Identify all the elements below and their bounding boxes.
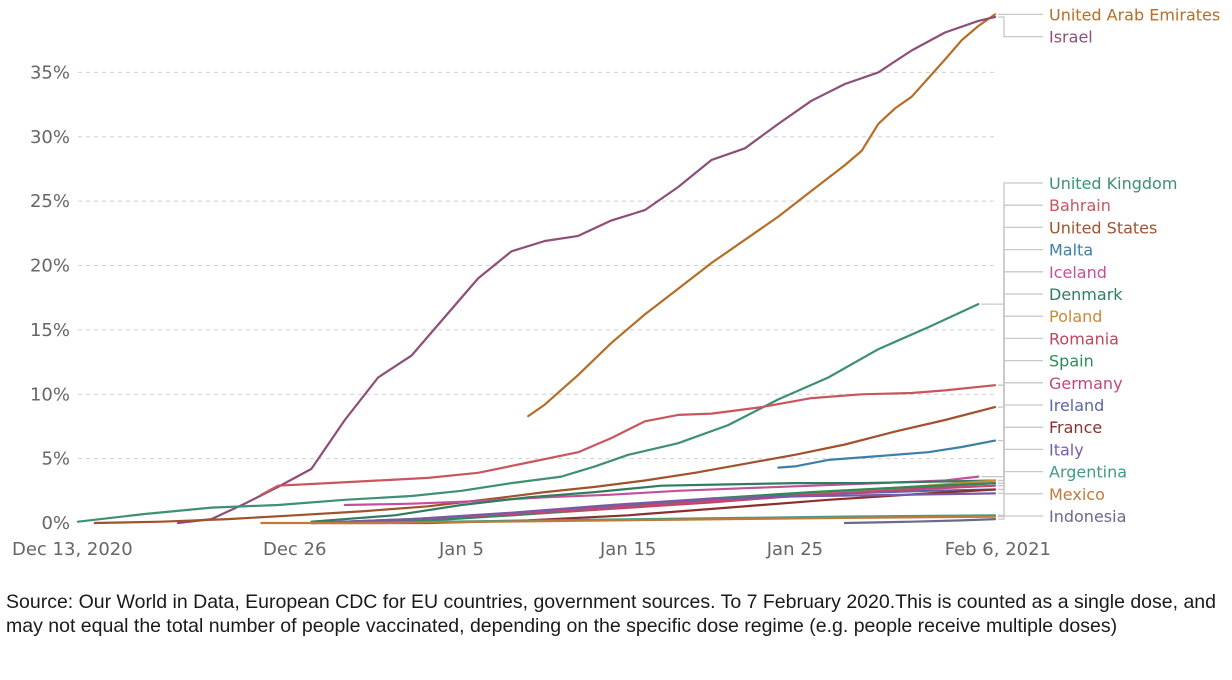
line-chart: 0% 5% 10% 15% 20% 25% 30% 35% Dec 13, 2020 Dec 2… <box>12 5 1220 560</box>
legend-connector <box>998 404 1043 491</box>
legend-connector <box>998 315 1043 482</box>
series-line-indonesia <box>843 518 997 525</box>
legend-label-romania: Romania <box>1049 329 1119 348</box>
legend-label-indonesia: Indonesia <box>1049 507 1126 526</box>
series-line-united-states <box>93 406 997 525</box>
legend-label-mexico: Mexico <box>1049 485 1105 504</box>
x-tick-label: Dec 13, 2020 <box>12 539 133 560</box>
y-tick-label: 0% <box>41 513 70 534</box>
series-line-united-kingdom <box>76 303 980 523</box>
x-tick-label: Dec 26 <box>263 539 326 560</box>
legend-label-israel: Israel <box>1049 28 1093 47</box>
y-tick-label: 30% <box>30 127 70 148</box>
legend-connector <box>998 493 1043 518</box>
y-tick-label: 20% <box>30 256 70 277</box>
legend-label-argentina: Argentina <box>1049 463 1127 482</box>
legend-label-bahrain: Bahrain <box>1049 196 1111 215</box>
legend-connector <box>981 271 1043 478</box>
legend-label-iceland: Iceland <box>1049 263 1107 282</box>
series-line-denmark <box>310 479 997 523</box>
legend-connector <box>998 382 1043 487</box>
legend-label-france: France <box>1049 418 1102 437</box>
legend-label-spain: Spain <box>1049 352 1094 371</box>
y-tick-label: 10% <box>30 384 70 405</box>
legend-label-denmark: Denmark <box>1049 285 1123 304</box>
legend-label-germany: Germany <box>1049 374 1123 393</box>
legend-connector <box>998 248 1043 442</box>
series-line-united-arab-emirates <box>527 13 997 418</box>
legend-label-united-kingdom: United Kingdom <box>1049 174 1177 193</box>
series-line-italy <box>310 492 997 525</box>
x-tick-label: Jan 15 <box>599 539 656 560</box>
legend-labels: United Arab Emirates Israel United Kingdom… <box>1049 5 1220 526</box>
x-tick-label: Jan 5 <box>438 539 484 560</box>
series-line-bahrain <box>260 384 997 496</box>
series-line-mexico <box>260 515 997 525</box>
legend-connector <box>998 359 1043 484</box>
legend-label-italy: Italy <box>1049 440 1084 459</box>
legend-label-malta: Malta <box>1049 241 1093 260</box>
y-tick-label: 25% <box>30 191 70 212</box>
series-line-malta <box>777 439 997 469</box>
legend-label-ireland: Ireland <box>1049 396 1104 415</box>
legend-connectors <box>981 13 1043 520</box>
legend-label-united-arab-emirates: United Arab Emirates <box>1049 5 1220 24</box>
series-lines <box>76 13 997 525</box>
legend-connector <box>998 293 1043 482</box>
x-axis-ticks: Dec 13, 2020 Dec 26 Jan 5 Jan 15 Jan 25 Feb 6… <box>12 539 1051 560</box>
y-tick-label: 15% <box>30 320 70 341</box>
x-tick-label: Jan 25 <box>766 539 823 560</box>
legend-connector <box>998 515 1043 520</box>
legend-connector <box>998 204 1043 386</box>
vaccination-chart: 0% 5% 10% 15% 20% 25% 30% 35% Dec 13, 2020 Dec 2… <box>12 5 1220 560</box>
legend-connector <box>998 16 1043 38</box>
series-line-israel <box>176 15 997 525</box>
grid-lines <box>78 71 995 460</box>
legend-connector <box>998 226 1043 408</box>
x-tick-label: Feb 6, 2021 <box>945 539 1051 560</box>
legend-label-united-states: United States <box>1049 218 1157 237</box>
y-axis-ticks: 0% 5% 10% 15% 20% 25% 30% 35% <box>30 62 70 534</box>
source-note: Source: Our World in Data, European CDC … <box>6 591 1216 637</box>
y-tick-label: 5% <box>41 449 70 470</box>
legend-connector <box>998 426 1043 491</box>
y-tick-label: 35% <box>30 62 70 83</box>
legend-label-poland: Poland <box>1049 307 1102 326</box>
series-line-spain <box>310 482 997 525</box>
